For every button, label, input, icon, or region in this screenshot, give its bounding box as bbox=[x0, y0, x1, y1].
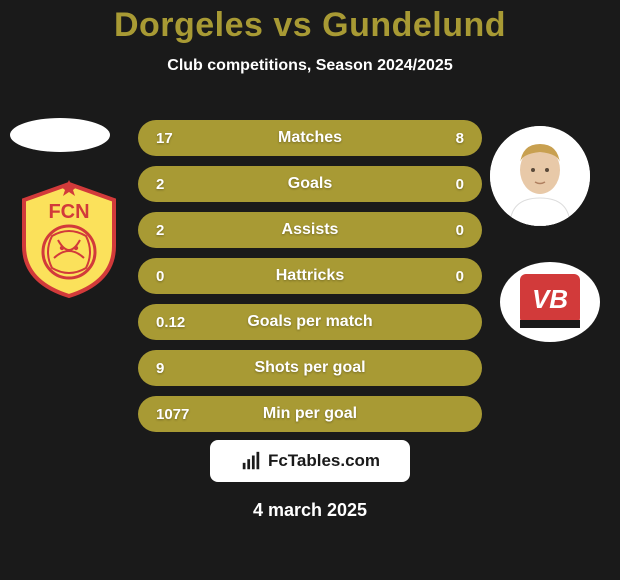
page-title: Dorgeles vs Gundelund bbox=[0, 0, 620, 45]
stat-right-value: 0 bbox=[424, 222, 464, 239]
stat-left-value: 2 bbox=[156, 222, 196, 239]
club-badge-right-text: VB bbox=[532, 284, 568, 314]
stat-row: 2Goals0 bbox=[138, 166, 482, 202]
stat-left-value: 9 bbox=[156, 360, 196, 377]
stat-label: Matches bbox=[196, 129, 424, 147]
stat-right-value: 0 bbox=[424, 176, 464, 193]
footer-date: 4 march 2025 bbox=[0, 500, 620, 521]
stat-left-value: 2 bbox=[156, 176, 196, 193]
stat-right-value: 8 bbox=[424, 130, 464, 147]
branding-text: FcTables.com bbox=[268, 451, 380, 471]
stat-row: 0Hattricks0 bbox=[138, 258, 482, 294]
stat-left-value: 17 bbox=[156, 130, 196, 147]
player-left-avatar bbox=[10, 118, 110, 152]
club-badge-right: VB bbox=[498, 260, 602, 344]
stat-right-value: 0 bbox=[424, 268, 464, 285]
stat-label: Min per goal bbox=[196, 405, 424, 423]
stat-label: Hattricks bbox=[196, 267, 424, 285]
stat-row: 2Assists0 bbox=[138, 212, 482, 248]
club-badge-left-text: FCN bbox=[48, 201, 89, 223]
stat-label: Assists bbox=[196, 221, 424, 239]
stat-left-value: 0.12 bbox=[156, 314, 196, 331]
chart-icon bbox=[240, 450, 262, 472]
stat-row: 0.12Goals per match bbox=[138, 304, 482, 340]
stat-label: Goals per match bbox=[196, 313, 424, 331]
page-subtitle: Club competitions, Season 2024/2025 bbox=[0, 57, 620, 75]
stat-left-value: 0 bbox=[156, 268, 196, 285]
branding-pill: FcTables.com bbox=[210, 440, 410, 482]
stat-row: 9Shots per goal bbox=[138, 350, 482, 386]
stat-row: 17Matches8 bbox=[138, 120, 482, 156]
stats-container: 17Matches82Goals02Assists00Hattricks00.1… bbox=[138, 120, 482, 442]
stat-label: Goals bbox=[196, 175, 424, 193]
club-badge-left: FCN bbox=[18, 178, 120, 298]
player-right-avatar bbox=[490, 126, 590, 226]
stat-row: 1077Min per goal bbox=[138, 396, 482, 432]
stat-label: Shots per goal bbox=[196, 359, 424, 377]
stat-left-value: 1077 bbox=[156, 406, 196, 423]
